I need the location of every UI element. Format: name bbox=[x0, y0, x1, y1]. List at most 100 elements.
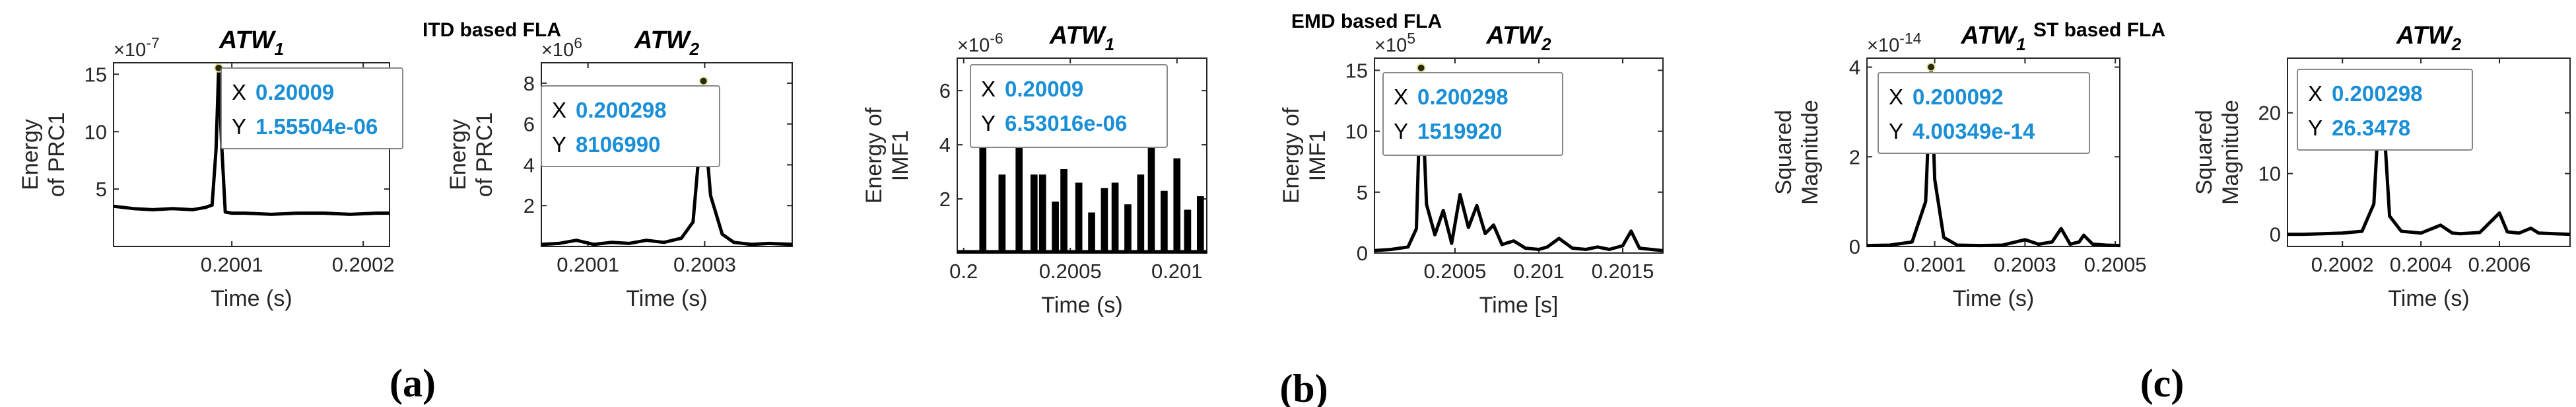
y-tick-label: 4 bbox=[939, 133, 951, 157]
chart-title-main: ATW bbox=[1485, 22, 1543, 50]
subplot-st-atw1: 0.2001 0.2003 0.2005 0 2 4 ×10-14 ATW1 Time (s) S… bbox=[1771, 22, 2147, 311]
datatip-x-value: 0.200298 bbox=[2332, 81, 2423, 106]
x-tick-label: 0.2003 bbox=[1994, 253, 2056, 276]
datatip-y-value: 1.55504e-06 bbox=[255, 114, 378, 139]
datatip-box bbox=[970, 64, 1168, 148]
datatip-marker bbox=[698, 76, 708, 86]
exponent-base: ×10 bbox=[957, 35, 990, 56]
group-title-itd: ITD based FLA bbox=[423, 19, 561, 41]
group-title-st: ST based FLA bbox=[2033, 19, 2165, 41]
pulse-bar bbox=[1111, 182, 1119, 253]
chart-title-subscript: 2 bbox=[689, 39, 700, 59]
y-axis-label: Magnitude bbox=[1798, 100, 1823, 205]
y-tick-label: 10 bbox=[2258, 163, 2281, 186]
subplot-emd-atw1: 0.2 0.2005 0.201 2 4 6 ×10-6 ATW1 Time (s) Energy… bbox=[862, 22, 1207, 318]
x-axis-label: Time (s) bbox=[2388, 286, 2469, 311]
datatip-x-key: X bbox=[232, 80, 246, 104]
pulse-bar bbox=[1015, 133, 1023, 253]
pulse-bar bbox=[1101, 188, 1108, 253]
exponent-power: -6 bbox=[990, 30, 1003, 47]
datatip-y-key: Y bbox=[552, 132, 566, 157]
exponent-base: ×10 bbox=[541, 40, 574, 61]
y-tick-label: 2 bbox=[939, 188, 951, 211]
x-tick-label: 0.2005 bbox=[2084, 253, 2147, 276]
y-tick-label: 10 bbox=[1345, 120, 1368, 143]
datatip: X 0.20009 Y 6.53016e-06 bbox=[970, 64, 1168, 148]
y-exponent-label: ×10-7 bbox=[114, 34, 160, 61]
chart-title: ATW2 bbox=[634, 26, 700, 59]
pulse-bar bbox=[1161, 190, 1168, 253]
group-title-emd: EMD based FLA bbox=[1291, 11, 1442, 32]
chart-title: ATW1 bbox=[1960, 22, 2025, 54]
datatip-y-value: 8106990 bbox=[576, 132, 660, 157]
y-tick-label: 4 bbox=[524, 153, 535, 176]
panel-label-b: (b) bbox=[1279, 367, 1328, 407]
pulse-bar bbox=[1137, 174, 1145, 253]
y-exponent-label: ×106 bbox=[541, 34, 582, 61]
x-tick-label: 0.201 bbox=[1151, 260, 1203, 283]
series-line bbox=[1374, 66, 1664, 252]
pulse-bar bbox=[1196, 196, 1204, 253]
x-tick-label: 0.2002 bbox=[332, 253, 395, 276]
datatip-y-key: Y bbox=[2308, 116, 2322, 140]
x-tick-label: 0.201 bbox=[1513, 260, 1565, 283]
exponent-power: -7 bbox=[146, 34, 159, 52]
series-line bbox=[2288, 73, 2571, 237]
y-axis-label: Magnitude bbox=[2218, 100, 2243, 205]
datatip-y-value: 1519920 bbox=[1417, 119, 1502, 143]
y-axis-label: Energy bbox=[446, 119, 471, 190]
datatip-x-key: X bbox=[1394, 85, 1408, 109]
y-axis-label: Energy of bbox=[1279, 107, 1304, 204]
datatip-y-value: 26.3478 bbox=[2332, 116, 2410, 140]
datatip-marker bbox=[1416, 63, 1426, 73]
chart-title-subscript: 2 bbox=[2451, 34, 2462, 54]
y-tick-label: 2 bbox=[1849, 145, 1860, 168]
exponent-power: 6 bbox=[574, 34, 582, 52]
chart-title: ATW2 bbox=[1485, 22, 1551, 54]
x-tick-label: 0.2004 bbox=[2390, 253, 2453, 276]
chart-title-main: ATW bbox=[219, 26, 277, 54]
datatip-x-value: 0.20009 bbox=[255, 80, 334, 104]
pulse-bar bbox=[1052, 202, 1059, 253]
x-tick-label: 0.2005 bbox=[1424, 260, 1487, 283]
y-axis-label: IMF1 bbox=[888, 130, 913, 181]
x-tick-label: 0.2002 bbox=[2311, 253, 2374, 276]
x-axis-label: Time (s) bbox=[1041, 293, 1122, 318]
pulse-bar bbox=[1147, 128, 1155, 253]
pulse-bar bbox=[1184, 209, 1192, 253]
x-tick-label: 0.2006 bbox=[2468, 253, 2531, 276]
datatip-x-key: X bbox=[2308, 81, 2322, 106]
y-axis-label: Energy of bbox=[862, 107, 887, 204]
y-tick-label: 0 bbox=[1357, 242, 1368, 265]
datatip-x-key: X bbox=[552, 98, 566, 122]
y-tick-label: 0 bbox=[2270, 223, 2281, 246]
datatip-x-value: 0.200092 bbox=[1913, 85, 2004, 109]
series-line bbox=[1866, 65, 2120, 248]
datatip-y-key: Y bbox=[232, 114, 246, 139]
datatip-y-value: 4.00349e-14 bbox=[1913, 119, 2035, 143]
y-tick-label: 2 bbox=[524, 194, 535, 217]
exponent-power: 5 bbox=[1407, 30, 1415, 47]
y-exponent-label: ×10-14 bbox=[1867, 30, 1922, 56]
pulse-bar bbox=[1060, 168, 1068, 253]
x-tick-label: 0.2 bbox=[949, 260, 978, 283]
y-tick-label: 15 bbox=[1345, 59, 1368, 82]
datatip-x-value: 0.200298 bbox=[1417, 85, 1508, 109]
x-tick-label: 0.2001 bbox=[201, 253, 263, 276]
datatip-box bbox=[1382, 72, 1563, 156]
x-axis-label: Time (s) bbox=[211, 286, 292, 311]
x-tick-label: 0.2001 bbox=[557, 253, 619, 276]
chart-title-main: ATW bbox=[1960, 22, 2018, 50]
panel-label-a: (a) bbox=[390, 361, 436, 405]
pulse-bar bbox=[1088, 212, 1095, 253]
chart-title-subscript: 1 bbox=[275, 39, 284, 59]
y-exponent-label: ×105 bbox=[1374, 30, 1415, 56]
x-axis-label: Time [s] bbox=[1479, 293, 1559, 318]
y-axis-label: Squared bbox=[1771, 110, 1796, 195]
datatip-x-key: X bbox=[981, 77, 996, 101]
datatip-y-key: Y bbox=[1394, 119, 1408, 143]
y-axis-label: IMF1 bbox=[1305, 130, 1330, 181]
